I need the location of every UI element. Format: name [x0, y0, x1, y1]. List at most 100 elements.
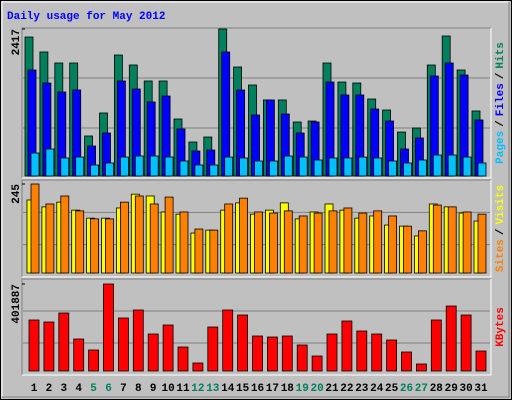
bar — [43, 321, 55, 372]
bar — [209, 229, 219, 274]
bar — [192, 362, 204, 372]
x-tick-label: 22 — [340, 383, 353, 395]
legend: Sites / Visits — [495, 185, 507, 272]
x-tick-label: 24 — [370, 383, 384, 395]
legend-entry: Files — [495, 83, 507, 116]
x-tick-label: 12 — [191, 383, 204, 395]
bar — [252, 335, 263, 372]
x-tick-label: 7 — [120, 383, 127, 395]
x-tick-label: 5 — [90, 383, 97, 395]
x-tick-label: 29 — [445, 383, 458, 395]
x-tick-label: 10 — [161, 383, 174, 395]
bar — [103, 283, 114, 372]
x-tick-label: 1 — [31, 383, 38, 395]
panel-bevel-light — [22, 28, 492, 179]
bar — [298, 215, 308, 274]
bar — [120, 201, 129, 274]
bar — [237, 314, 249, 372]
panel-bevel-light — [22, 180, 492, 278]
y-tick-label: 245 — [11, 184, 23, 204]
bar — [313, 212, 323, 274]
x-tick-label: 6 — [105, 383, 112, 395]
bar — [328, 210, 338, 274]
legend-entry: Visits — [495, 185, 507, 225]
x-tick-label: 15 — [236, 383, 250, 395]
bar — [343, 207, 353, 274]
bar — [373, 210, 383, 274]
x-tick-label: 8 — [135, 383, 142, 395]
bar — [118, 317, 129, 372]
x-tick-label: 4 — [75, 383, 82, 395]
bar — [75, 210, 85, 274]
bar — [281, 335, 293, 372]
x-tick-label: 25 — [385, 383, 399, 395]
bar — [194, 228, 204, 274]
bar — [134, 195, 144, 274]
legend-entry: Hits — [495, 42, 507, 68]
bar — [386, 339, 398, 372]
panel-bevel-light — [22, 279, 492, 376]
bar — [45, 203, 55, 274]
x-tick-label: 30 — [459, 383, 472, 395]
x-tick-label: 9 — [150, 383, 157, 395]
bar — [254, 211, 263, 274]
y-tick-label: 401887 — [11, 284, 23, 324]
bar — [45, 148, 55, 177]
bar — [149, 155, 159, 177]
legend: KBytes — [495, 307, 507, 347]
bar — [28, 319, 40, 372]
bar — [194, 164, 204, 177]
bar — [432, 204, 442, 274]
x-tick-label: 27 — [415, 383, 428, 395]
bar — [147, 333, 159, 372]
bar — [179, 211, 189, 274]
bar — [462, 211, 472, 274]
x-tick-label: 20 — [310, 383, 323, 395]
panel-bevel-dark — [21, 179, 491, 277]
bar — [120, 156, 129, 177]
bar — [462, 156, 472, 177]
bar — [224, 156, 234, 177]
bar — [207, 326, 219, 372]
bar — [445, 305, 457, 372]
x-tick-label: 21 — [325, 383, 339, 395]
bar — [296, 344, 308, 372]
bar — [477, 162, 487, 177]
y-tick-label: 2417 — [11, 29, 23, 55]
bar — [432, 154, 442, 177]
bar — [373, 157, 383, 177]
legend: Pages / Files / Hits — [495, 42, 507, 164]
bar — [328, 157, 338, 177]
bar — [162, 324, 174, 372]
bar — [403, 162, 412, 177]
bar — [90, 218, 99, 274]
bar — [90, 164, 99, 177]
legend-separator: / — [495, 228, 507, 235]
bar — [132, 309, 144, 372]
bar — [134, 155, 144, 177]
bar — [179, 160, 189, 177]
bar — [105, 162, 114, 177]
bar — [105, 218, 114, 274]
bar — [164, 196, 174, 274]
bar — [222, 309, 234, 372]
bar — [224, 203, 234, 274]
bar — [430, 319, 442, 372]
bar — [313, 159, 323, 177]
bar — [266, 336, 278, 372]
bar — [415, 363, 427, 372]
bar — [164, 156, 174, 177]
bar — [177, 346, 189, 372]
bar — [58, 312, 70, 372]
bar — [417, 230, 427, 274]
bar — [341, 320, 353, 372]
bar — [358, 212, 368, 274]
legend-separator: / — [495, 72, 507, 79]
bar — [239, 197, 249, 274]
bar — [358, 156, 368, 177]
x-tick-label: 11 — [176, 383, 190, 395]
x-tick-label: 2 — [46, 383, 53, 395]
legend-entry: KBytes — [495, 307, 507, 347]
